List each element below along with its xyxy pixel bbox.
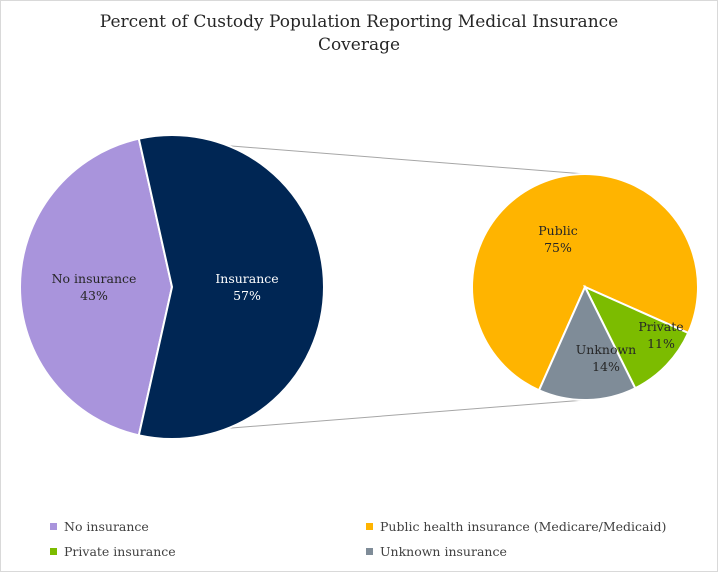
slice-unknown [537, 284, 637, 401]
data-label-public-value: 75% [544, 240, 572, 255]
data-label-insurance-name: Insurance [215, 271, 278, 286]
chart-title-line-2: Coverage [317, 35, 401, 55]
data-label-insurance-value: 57% [233, 288, 261, 303]
chart-title: Percent of Custody Population Reporting … [0, 11, 718, 57]
data-label-unknown-value: 14% [592, 359, 620, 374]
slice-private [582, 284, 690, 390]
slice-public [471, 173, 699, 392]
chart-title-line-1: Percent of Custody Population Reporting … [99, 12, 619, 32]
data-label-no-insurance-value: 43% [80, 288, 108, 303]
slice-insurance [137, 134, 325, 440]
data-label-unknown-name: Unknown [576, 342, 637, 357]
data-label-private-value: 11% [647, 336, 675, 351]
data-label-no-insurance-name: No insurance [52, 271, 137, 286]
data-label-public-name: Public [538, 223, 577, 238]
data-label-private-name: Private [638, 319, 683, 334]
slice-no-insurance [18, 137, 174, 437]
